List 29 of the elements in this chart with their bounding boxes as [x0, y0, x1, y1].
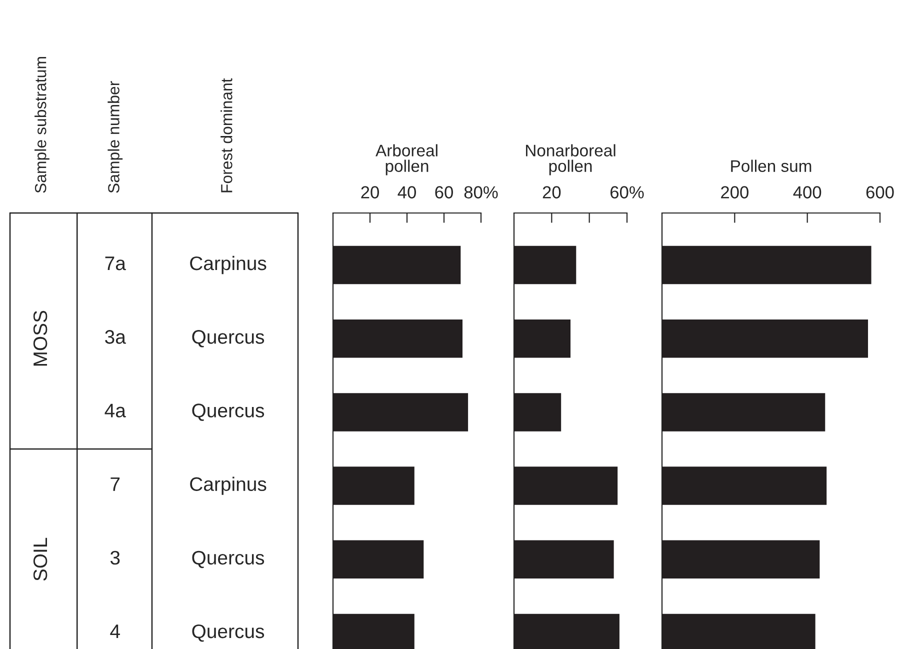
text: MOSS [33, 310, 48, 366]
x-tick-label: 20 [542, 186, 561, 198]
text: 7a [105, 256, 126, 270]
text: 4a [104, 404, 126, 418]
text: 3a [105, 330, 126, 344]
x-tick-label: 60 [435, 186, 453, 198]
text: 3 [110, 550, 120, 565]
text: SOIL [33, 538, 48, 581]
text: 4 [110, 624, 120, 638]
text: Carpinus [190, 256, 266, 274]
text: 7 [110, 477, 120, 491]
x-tick-label: 600 [866, 186, 894, 198]
text: Quercus [192, 404, 264, 421]
text: Quercus [192, 330, 264, 348]
category-label: Sample number [108, 81, 123, 193]
x-tick-label: 200 [721, 186, 748, 198]
x-tick-label: 80% [464, 186, 498, 198]
text: Quercus [192, 624, 264, 642]
text: Quercus [192, 550, 264, 568]
category-label: Sample substratum [34, 57, 50, 193]
x-tick-label: 400 [793, 186, 822, 198]
x-tick-label: 60% [610, 186, 644, 198]
x-tick-label: 40 [398, 186, 416, 198]
x-tick-label: 20 [361, 186, 379, 198]
x-axis-title: Nonarboreal pollen [526, 144, 616, 176]
category-label: Forest dominant [220, 78, 232, 192]
x-axis-title: Pollen sum [731, 160, 812, 172]
x-axis-title: Arboreal pollen [376, 144, 438, 176]
text: Carpinus [190, 476, 266, 495]
